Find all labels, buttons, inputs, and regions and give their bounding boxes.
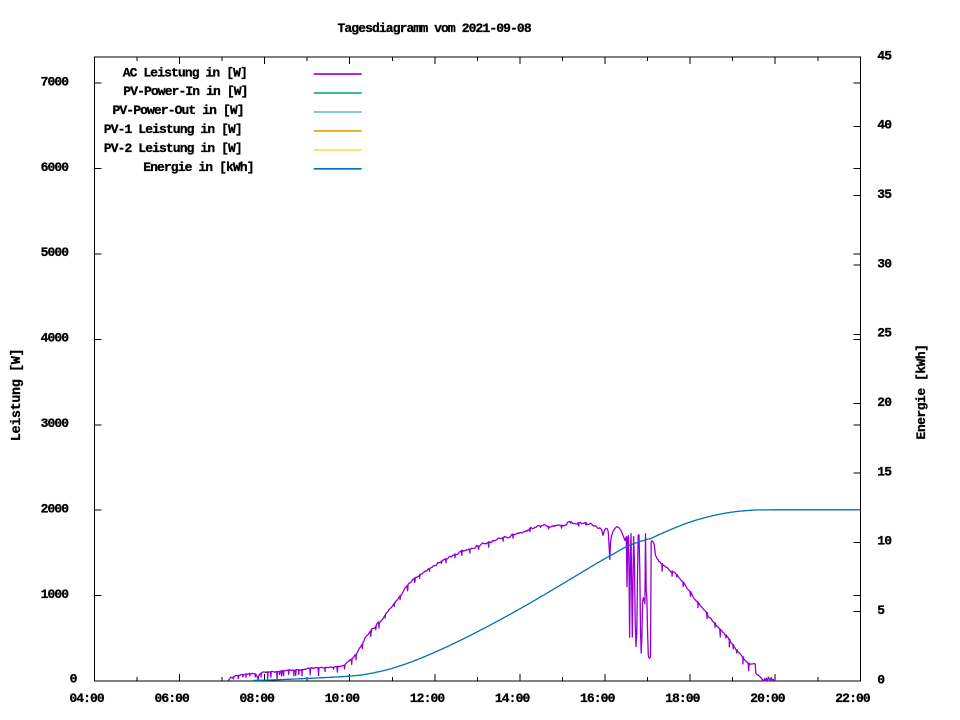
svg-text:AC Leistung in [W]: AC Leistung in [W] <box>123 65 247 80</box>
svg-text:14:00: 14:00 <box>495 691 531 706</box>
svg-text:4000: 4000 <box>41 331 70 346</box>
svg-text:2000: 2000 <box>41 501 70 516</box>
svg-text:12:00: 12:00 <box>410 691 446 706</box>
svg-text:Leistung [W]: Leistung [W] <box>10 349 25 441</box>
svg-text:20: 20 <box>877 395 892 410</box>
svg-text:10:00: 10:00 <box>325 691 361 706</box>
svg-text:0: 0 <box>877 672 885 687</box>
svg-text:18:00: 18:00 <box>665 691 701 706</box>
svg-text:PV-Power-Out in [W]: PV-Power-Out in [W] <box>113 103 244 118</box>
svg-text:1000: 1000 <box>41 587 70 602</box>
svg-text:22:00: 22:00 <box>835 691 871 706</box>
svg-text:25: 25 <box>877 326 892 341</box>
svg-text:04:00: 04:00 <box>69 691 105 706</box>
svg-text:3000: 3000 <box>41 416 70 431</box>
svg-text:PV-2 Leistung in [W]: PV-2 Leistung in [W] <box>104 141 242 156</box>
svg-text:35: 35 <box>877 187 892 202</box>
svg-text:Tagesdiagramm vom 2021-09-08: Tagesdiagramm vom 2021-09-08 <box>338 21 532 36</box>
svg-text:5: 5 <box>877 603 885 618</box>
svg-text:5000: 5000 <box>41 245 70 260</box>
svg-text:6000: 6000 <box>41 160 70 175</box>
svg-text:0: 0 <box>70 672 78 687</box>
svg-text:Energie [kWh]: Energie [kWh] <box>914 345 929 440</box>
svg-text:PV-Power-In in [W]: PV-Power-In in [W] <box>123 84 247 99</box>
svg-text:15: 15 <box>877 464 892 479</box>
svg-text:7000: 7000 <box>41 74 70 89</box>
svg-text:40: 40 <box>877 118 892 133</box>
svg-text:PV-1 Leistung in [W]: PV-1 Leistung in [W] <box>104 122 242 137</box>
svg-text:Energie in [kWh]: Energie in [kWh] <box>143 160 253 175</box>
svg-text:45: 45 <box>877 48 892 63</box>
svg-text:20:00: 20:00 <box>750 691 786 706</box>
svg-text:30: 30 <box>877 256 892 271</box>
svg-text:16:00: 16:00 <box>580 691 616 706</box>
svg-text:08:00: 08:00 <box>240 691 276 706</box>
svg-text:10: 10 <box>877 534 892 549</box>
svg-text:06:00: 06:00 <box>154 691 190 706</box>
